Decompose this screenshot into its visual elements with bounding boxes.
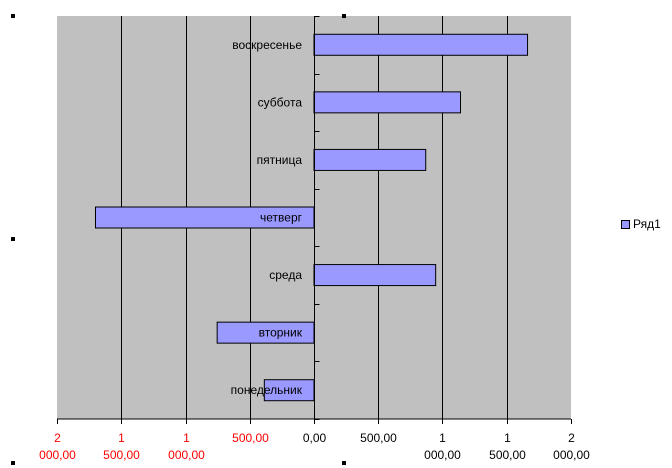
selection-handle[interactable]	[11, 14, 15, 18]
bar	[313, 148, 427, 171]
x-tick-label: 500,00	[360, 431, 397, 445]
category-label: воскресенье	[232, 38, 302, 52]
selection-handle[interactable]	[342, 461, 346, 465]
selection-handle[interactable]	[342, 14, 346, 18]
x-tick-label: 2	[568, 431, 575, 445]
bar	[313, 264, 437, 287]
bars	[94, 33, 529, 402]
legend: Ряд1	[621, 217, 661, 231]
x-tick-label: 1	[183, 431, 190, 445]
x-tick-label: 500,00	[103, 448, 140, 462]
x-tick-label: 1	[439, 431, 446, 445]
x-tick-label: 2	[54, 431, 61, 445]
x-tick-label: 000,00	[553, 448, 590, 462]
x-tick-label: 0,00	[303, 431, 327, 445]
x-tick-label: 500,00	[489, 448, 526, 462]
x-tick-label: 1	[504, 431, 511, 445]
x-axis-ticks: 2 000,00 1 500,00 1 000,00 500,00 0,00 500,00 1 00…	[39, 419, 590, 462]
x-tick-label: 000,00	[424, 448, 461, 462]
category-label: вторник	[259, 326, 303, 340]
x-tick-label: 1	[118, 431, 125, 445]
x-tick-label: 500,00	[232, 431, 269, 445]
category-label: понедельник	[231, 383, 303, 397]
legend-swatch	[621, 219, 630, 229]
selection-handle[interactable]	[11, 237, 15, 241]
bar	[313, 33, 529, 56]
category-label: четверг	[260, 211, 303, 225]
x-tick-label: 000,00	[39, 448, 76, 462]
category-label: пятница	[257, 153, 303, 167]
category-label: среда	[269, 268, 302, 282]
bar	[313, 91, 462, 114]
category-labels: понедельник вторник среда четверг пятница суб…	[231, 16, 320, 420]
x-tick-label: 000,00	[168, 448, 205, 462]
category-label: суббота	[258, 95, 303, 109]
legend-label: Ряд1	[633, 217, 661, 231]
selection-handle[interactable]	[11, 461, 15, 465]
